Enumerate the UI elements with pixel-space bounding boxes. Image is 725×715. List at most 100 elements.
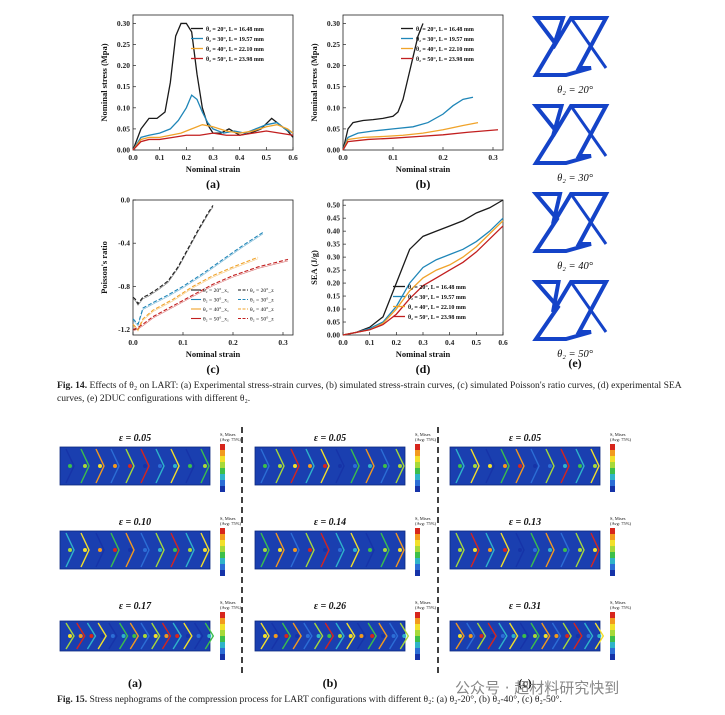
stress-node <box>488 464 492 468</box>
series-line-z <box>132 233 264 327</box>
stress-node <box>593 548 597 552</box>
strain-label: ε = 0.05 <box>119 433 151 444</box>
legend-subtitle: (Avg: 75%) <box>220 605 242 610</box>
y-tick-label: 0.50 <box>327 201 340 210</box>
series-line-z <box>132 206 214 306</box>
stress-strut <box>65 448 75 484</box>
stress-node <box>458 548 462 552</box>
legend-subtitle: (Avg: 75%) <box>415 605 437 610</box>
legend-color-step <box>415 528 420 534</box>
stress-node <box>98 464 102 468</box>
stress-node <box>368 548 372 552</box>
stress-node <box>398 548 402 552</box>
legend-color-step <box>415 534 420 540</box>
stress-strut <box>335 532 345 568</box>
legend-label: θ₂ = 50°, L = 23.98 mm <box>206 56 264 63</box>
series-line <box>132 256 259 331</box>
x-tick-label: 0.0 <box>128 153 138 162</box>
stress-node <box>128 548 132 552</box>
legend-color-step <box>415 480 420 486</box>
stress-strut <box>530 448 540 484</box>
stress-strut <box>95 448 105 484</box>
stress-node <box>207 634 212 638</box>
legend-label: θ₂ = 50°_x₁ <box>203 316 229 323</box>
nephogram <box>254 446 406 486</box>
stress-strut <box>545 448 555 484</box>
legend-color-step <box>610 558 615 564</box>
color-legend: S, Mises(Avg: 75%) <box>415 516 437 576</box>
stress-node <box>473 548 477 552</box>
stress-strut <box>204 622 215 650</box>
color-legend: S, Mises(Avg: 75%) <box>610 432 632 492</box>
stress-strut <box>110 448 120 484</box>
stress-node <box>586 634 591 638</box>
stress-node <box>173 464 177 468</box>
y-tick-label: 0.25 <box>327 266 340 275</box>
column-label: (a) <box>128 676 142 690</box>
y-tick-label: 0.10 <box>117 103 130 112</box>
legend-color-step <box>415 456 420 462</box>
y-tick-label: 0.20 <box>117 61 130 70</box>
stress-node <box>458 464 462 468</box>
stress-node <box>83 548 87 552</box>
stress-strut <box>200 448 210 484</box>
legend-subtitle: (Avg: 75%) <box>220 521 242 526</box>
column-label: (c) <box>518 676 531 690</box>
x-tick-label: 0.6 <box>498 338 508 347</box>
stress-strut <box>303 622 313 650</box>
stress-node <box>308 548 312 552</box>
stress-strut <box>380 532 390 568</box>
stress-node <box>348 634 353 638</box>
stress-node <box>575 634 580 638</box>
x-tick-label: 0.4 <box>445 338 455 347</box>
strain-label: ε = 0.31 <box>509 601 541 612</box>
legend-color-step <box>220 456 225 462</box>
y-tick-label: 0.25 <box>327 40 340 49</box>
stress-strut <box>305 532 315 568</box>
x-tick-label: 0.2 <box>182 153 192 162</box>
stress-strut <box>356 622 367 650</box>
stress-strut <box>76 622 86 650</box>
stress-node <box>68 464 72 468</box>
x-tick-label: 0.3 <box>418 338 428 347</box>
color-legend: S, Mises(Avg: 75%) <box>220 516 242 576</box>
legend-label: θ₂ = 30°, L = 19.57 mm <box>206 36 264 43</box>
legend-color-step <box>610 456 615 462</box>
legend-color-step <box>220 540 225 546</box>
stress-node <box>128 464 132 468</box>
nephogram <box>59 446 211 486</box>
nephogram <box>449 530 601 570</box>
config-cell <box>531 104 610 165</box>
stress-strut <box>170 448 180 484</box>
y-tick-label: 0.05 <box>117 124 130 133</box>
legend-title: S, Mises <box>220 600 236 606</box>
y-tick-label: -0.4 <box>118 239 130 248</box>
y-tick-label: 0.10 <box>327 103 340 112</box>
series-line-z <box>132 260 289 332</box>
series-line <box>342 23 424 151</box>
legend-label: θ₂ = 30°_z <box>250 297 274 304</box>
stress-node <box>113 548 117 552</box>
stress-strut <box>125 448 135 484</box>
stress-node <box>305 634 310 638</box>
stress-strut <box>388 622 399 650</box>
stress-node <box>380 634 385 638</box>
legend-color-step <box>415 552 420 558</box>
y-tick-label: 0.40 <box>327 227 340 236</box>
stress-strut <box>399 622 410 650</box>
fig15-caption: Fig. 15. Stress nephograms of the compre… <box>57 694 697 707</box>
stress-node <box>490 634 495 638</box>
x-tick-label: 0.0 <box>128 338 138 347</box>
x-tick-label: 0.4 <box>235 153 245 162</box>
stress-node <box>548 548 552 552</box>
stress-strut <box>500 448 510 484</box>
stress-strut <box>260 532 270 568</box>
stress-strut <box>118 622 129 650</box>
legend-label: θ₂ = 50°_z <box>250 316 274 323</box>
stress-strut <box>470 448 480 484</box>
series-line <box>342 217 504 336</box>
stress-strut <box>590 532 600 568</box>
watermark: 公众号 · 超材料研究快到 <box>455 679 620 697</box>
stress-strut <box>305 448 315 484</box>
stress-node <box>359 634 364 638</box>
